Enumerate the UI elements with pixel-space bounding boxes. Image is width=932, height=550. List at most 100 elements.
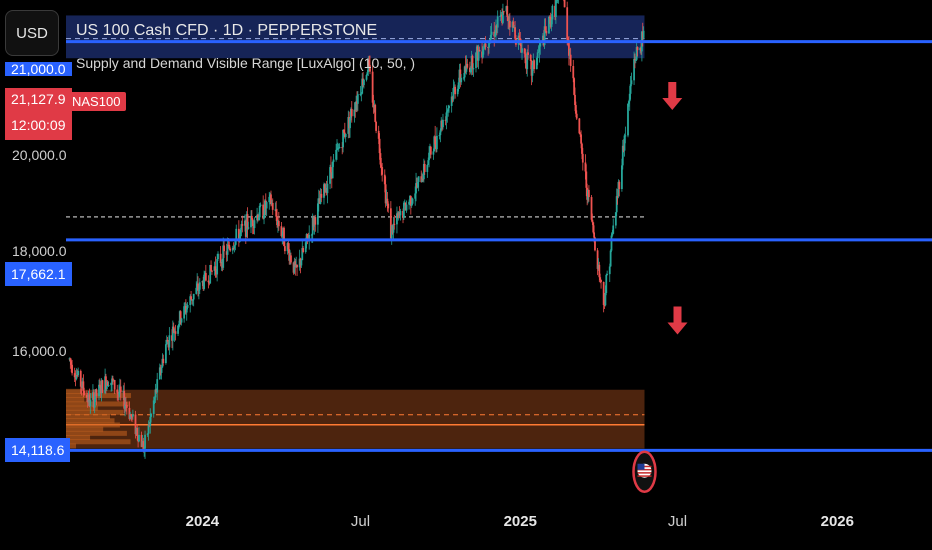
candle-body <box>593 232 596 238</box>
candle-body <box>569 54 572 66</box>
candle-body <box>533 60 536 70</box>
candle-body <box>154 389 157 398</box>
candle-body <box>523 48 526 54</box>
candle-body <box>192 293 195 300</box>
candle-body <box>527 52 529 55</box>
candle-body <box>316 203 319 225</box>
candle-body <box>447 108 450 112</box>
candle-body <box>265 202 268 209</box>
candle-body <box>128 407 131 420</box>
candle-body <box>499 15 502 17</box>
candle-body <box>635 47 638 60</box>
volume-profile-bar <box>66 414 110 420</box>
candle-body <box>469 68 472 72</box>
candle-body <box>410 203 413 206</box>
candle-body <box>320 193 323 198</box>
candle-body <box>629 84 632 94</box>
candle-body <box>609 250 612 267</box>
candle-body <box>434 136 437 145</box>
candle-body <box>241 224 244 226</box>
candle-body <box>393 223 396 225</box>
candle-body <box>506 6 509 18</box>
arrow-down-icon <box>662 81 683 110</box>
us-flag-stripe <box>637 472 652 474</box>
candle-body <box>140 434 143 447</box>
candle-body <box>606 274 609 276</box>
candle-body <box>529 54 532 61</box>
candle-body <box>367 60 370 73</box>
candle-body <box>550 19 553 27</box>
candle-body <box>82 381 85 391</box>
candle-body <box>535 58 538 70</box>
candle-body <box>98 384 101 386</box>
candle-body <box>614 212 617 226</box>
candle-body <box>518 35 521 39</box>
candle-body <box>578 118 581 134</box>
candle-body <box>472 68 475 70</box>
candle-body <box>211 270 213 272</box>
candle-body <box>368 60 371 66</box>
candle-body <box>180 318 183 323</box>
indicator-legend[interactable]: Supply and Demand Visible Range [LuxAlgo… <box>76 55 416 71</box>
arrow-down-icon <box>667 306 688 335</box>
candle-body <box>326 183 329 194</box>
candle-body <box>93 399 96 408</box>
candle-body <box>502 11 504 23</box>
price-tag-level-2: 14,118.6 <box>5 438 71 462</box>
candle-body <box>233 245 236 249</box>
candle-body <box>596 250 599 269</box>
candle-body <box>341 147 344 149</box>
candle-body <box>537 51 540 53</box>
candle-body <box>89 399 92 407</box>
candle-body <box>258 205 261 218</box>
candle-body <box>231 247 234 251</box>
candle-body <box>112 378 114 382</box>
candle-body <box>600 280 602 282</box>
x-tick-label: Jul <box>350 513 371 530</box>
currency-button[interactable]: USD <box>5 10 59 56</box>
candle-body <box>369 65 371 72</box>
candle-body <box>247 227 250 229</box>
candle-body <box>446 111 449 113</box>
candle-body <box>423 163 426 172</box>
candle-body <box>259 204 262 206</box>
candle-body <box>164 344 167 364</box>
candle-body <box>342 129 344 148</box>
x-tick-label: 2024 <box>185 513 220 530</box>
candle-body <box>179 311 182 323</box>
candle-body <box>580 134 582 144</box>
x-tick-label: Jul <box>667 513 688 530</box>
candle-body <box>610 235 613 251</box>
candle-body <box>171 326 174 341</box>
candle-body <box>634 59 637 61</box>
candle-body <box>494 33 496 37</box>
candle-body <box>174 331 177 334</box>
candle-body <box>574 94 576 106</box>
candle-body <box>70 361 73 365</box>
candle-body <box>628 93 631 102</box>
candle-body <box>263 215 265 219</box>
candle-body <box>165 340 168 345</box>
candle-body <box>627 103 629 136</box>
candle-body <box>304 242 307 253</box>
candle-body <box>379 153 382 165</box>
candle-body <box>445 112 448 121</box>
demand-zone <box>66 389 645 449</box>
volume-profile-bar <box>66 397 85 403</box>
candle-body <box>630 80 633 85</box>
candle-body <box>428 152 430 161</box>
candle-body <box>548 16 550 34</box>
candle-body <box>76 375 79 377</box>
candle-body <box>288 249 291 261</box>
candle-body <box>375 121 377 131</box>
candle-body <box>343 129 345 133</box>
candle-body <box>387 203 390 209</box>
candle-body <box>581 143 583 154</box>
candle-body <box>417 176 420 182</box>
candle-body <box>293 261 296 273</box>
candle-body <box>459 69 462 83</box>
candle-body <box>371 71 374 103</box>
volume-profile-bar <box>66 439 131 445</box>
candle-body <box>514 27 516 39</box>
